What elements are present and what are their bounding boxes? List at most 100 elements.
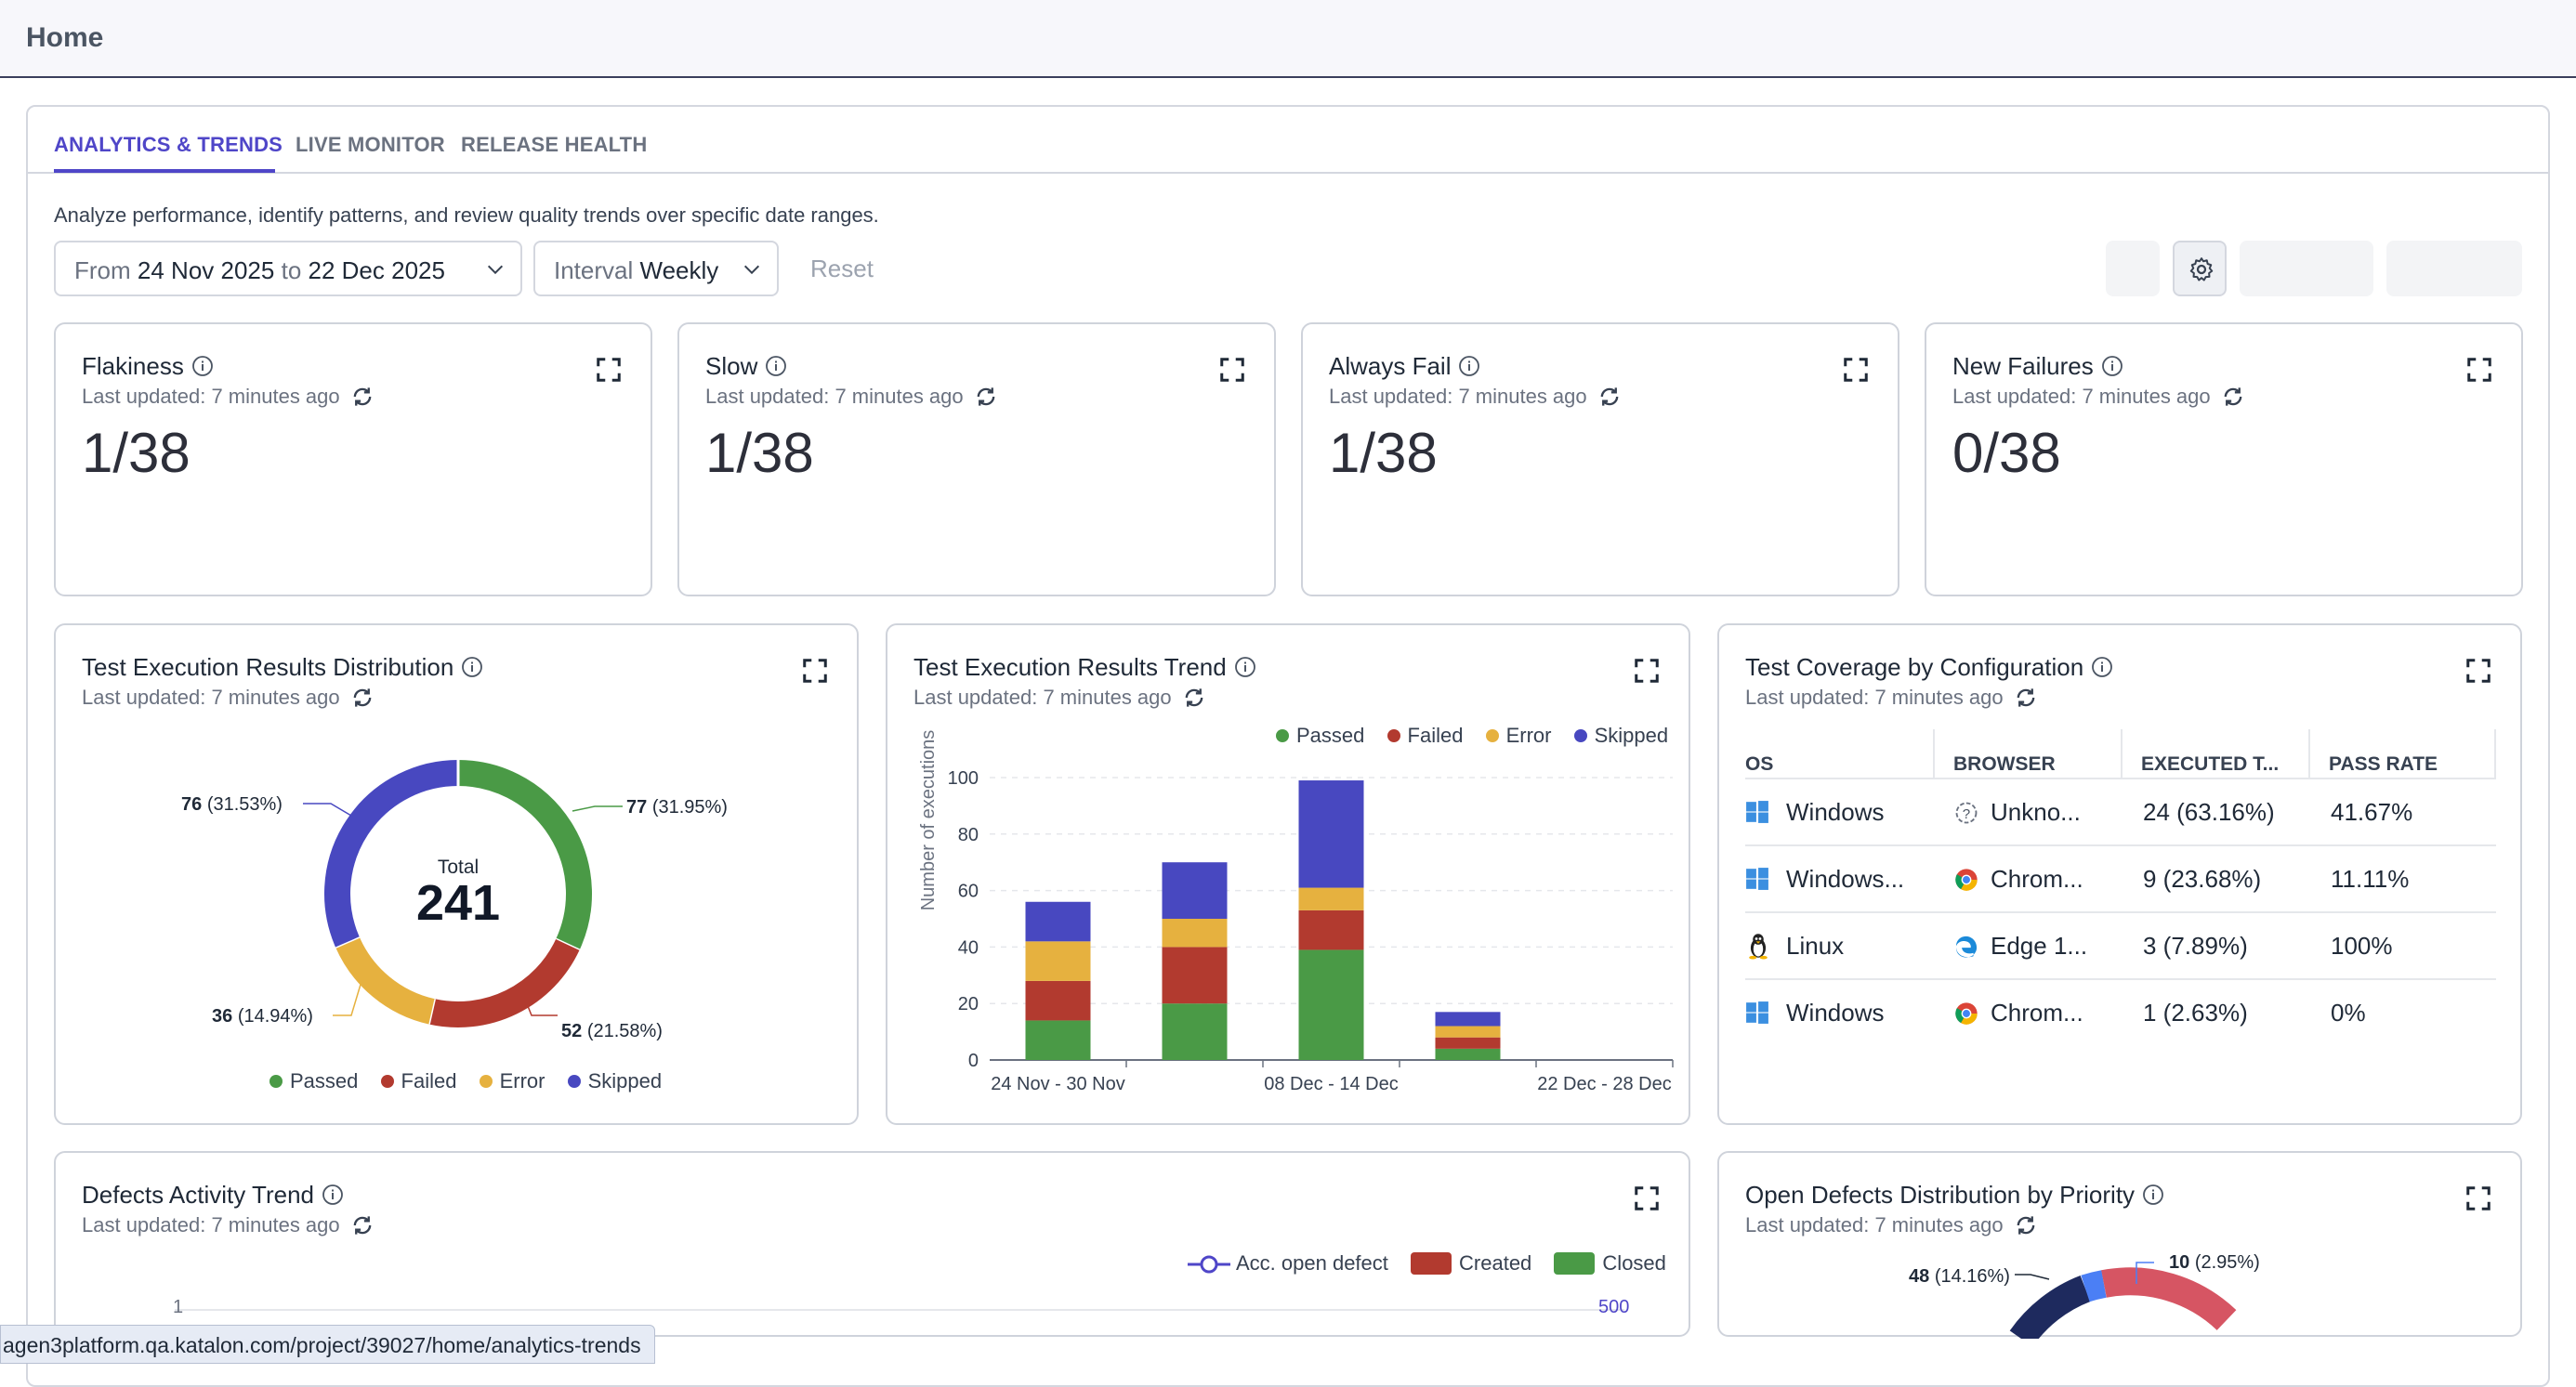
donut-slice[interactable] xyxy=(2009,1276,2091,1339)
bar-segment-passed[interactable] xyxy=(1162,1003,1228,1060)
x-tick-label: 08 Dec - 14 Dec xyxy=(1264,1074,1399,1094)
last-updated: Last updated: 7 minutes ago xyxy=(82,1212,375,1238)
bar-segment-failed[interactable] xyxy=(1162,947,1228,1004)
expand-icon[interactable] xyxy=(801,657,829,685)
donut-slice-skipped[interactable] xyxy=(324,760,459,948)
cell-os: Linux xyxy=(1786,932,1845,960)
bar-segment-failed[interactable] xyxy=(1298,909,1364,950)
settings-button[interactable] xyxy=(2173,241,2227,296)
legend-item-passed[interactable]: Passed xyxy=(1276,724,1364,748)
legend-item-created[interactable]: Created xyxy=(1411,1251,1531,1276)
tab-live-monitor[interactable]: LIVE MONITOR xyxy=(296,133,445,156)
legend-item-failed[interactable]: Failed xyxy=(1387,724,1463,748)
expand-icon[interactable] xyxy=(1633,657,1661,685)
table-row[interactable]: Windows... Chrom... 9 (23.68%) 11.11% xyxy=(1745,844,2496,911)
chevron-down-icon xyxy=(487,265,504,275)
label-leader-line xyxy=(2015,1274,2050,1280)
toolbar-button-placeholder[interactable] xyxy=(2240,241,2373,296)
priority-card: Open Defects Distribution by Priority La… xyxy=(1717,1151,2522,1339)
refresh-icon[interactable] xyxy=(2013,685,2039,711)
tab-release-health[interactable]: RELEASE HEALTH xyxy=(461,133,648,156)
cell-pass-rate: 0% xyxy=(2331,999,2366,1027)
refresh-icon[interactable] xyxy=(349,384,375,410)
legend-item-error[interactable]: Error xyxy=(1485,724,1551,748)
bar-segment-skipped[interactable] xyxy=(1298,780,1364,888)
info-icon[interactable] xyxy=(191,355,214,377)
table-row[interactable]: Linux Edge 1... 3 (7.89%) 100% xyxy=(1745,911,2496,978)
y-tick-label: 40 xyxy=(958,937,979,958)
expand-icon[interactable] xyxy=(1633,1184,1661,1212)
column-header-executed[interactable]: EXECUTED T... xyxy=(2141,753,2280,775)
label-leader-line xyxy=(303,803,352,817)
refresh-icon[interactable] xyxy=(349,685,375,711)
legend-item-closed[interactable]: Closed xyxy=(1554,1251,1666,1276)
bar-segment-passed[interactable] xyxy=(1435,1048,1501,1060)
bar-segment-error[interactable] xyxy=(1435,1026,1501,1038)
expand-icon[interactable] xyxy=(1218,356,1246,384)
toolbar-button-placeholder[interactable] xyxy=(2386,241,2522,296)
refresh-icon[interactable] xyxy=(2220,384,2246,410)
bar-segment-skipped[interactable] xyxy=(1025,901,1091,942)
column-header-os[interactable]: OS xyxy=(1745,753,1774,775)
table-row[interactable]: Windows Chrom... 1 (2.63%) 0% xyxy=(1745,978,2496,1045)
info-icon[interactable] xyxy=(765,355,787,377)
info-icon[interactable] xyxy=(1458,355,1480,377)
column-divider xyxy=(2121,729,2123,778)
info-icon[interactable] xyxy=(461,656,483,678)
expand-icon[interactable] xyxy=(2464,657,2492,685)
legend-dot xyxy=(567,1075,581,1088)
card-title: Open Defects Distribution by Priority xyxy=(1745,1181,2164,1210)
refresh-icon[interactable] xyxy=(349,1212,375,1238)
interval-select[interactable]: Interval Weekly xyxy=(533,241,779,296)
expand-icon[interactable] xyxy=(2464,1184,2492,1212)
info-icon[interactable] xyxy=(2101,355,2123,377)
bar-segment-skipped[interactable] xyxy=(1162,862,1228,919)
refresh-icon[interactable] xyxy=(1597,384,1623,410)
refresh-icon[interactable] xyxy=(1181,685,1207,711)
tab-analytics-trends[interactable]: ANALYTICS & TRENDS xyxy=(54,133,283,156)
donut-slice[interactable] xyxy=(2081,1270,2107,1302)
donut-slice-failed[interactable] xyxy=(428,938,580,1027)
bar-segment-error[interactable] xyxy=(1298,887,1364,910)
refresh-icon[interactable] xyxy=(2013,1212,2039,1238)
info-icon[interactable] xyxy=(2142,1184,2164,1206)
column-divider xyxy=(2308,729,2310,778)
info-icon[interactable] xyxy=(1234,656,1256,678)
expand-icon[interactable] xyxy=(1842,356,1870,384)
donut-slice-error[interactable] xyxy=(335,936,435,1025)
bar-segment-error[interactable] xyxy=(1162,919,1228,948)
trend-bar-chart: Number of executions 0 20 40 60 80 100 24 Nov … xyxy=(918,730,1674,1094)
legend-item-skipped[interactable]: Skipped xyxy=(567,1069,662,1093)
expand-icon[interactable] xyxy=(595,356,623,384)
legend-label: Error xyxy=(499,1069,545,1093)
legend-item-passed[interactable]: Passed xyxy=(269,1069,358,1093)
bar-segment-failed[interactable] xyxy=(1435,1037,1501,1049)
bar-segment-passed[interactable] xyxy=(1025,1020,1091,1060)
bar-segment-passed[interactable] xyxy=(1298,949,1364,1060)
bar-segment-failed[interactable] xyxy=(1025,980,1091,1021)
date-range-picker[interactable]: From 24 Nov 2025 to 22 Dec 2025 xyxy=(54,241,522,296)
column-header-pass-rate[interactable]: PASS RATE xyxy=(2329,753,2438,775)
bar-segment-skipped[interactable] xyxy=(1435,1012,1501,1027)
legend-item-acc-open-defect[interactable]: Acc. open defect xyxy=(1188,1251,1388,1276)
label-leader-line xyxy=(333,977,363,1016)
legend-item-error[interactable]: Error xyxy=(479,1069,545,1093)
table-row[interactable]: Windows ? Unkno... 24 (63.16%) 41.67% xyxy=(1745,778,2496,844)
column-header-browser[interactable]: BROWSER xyxy=(1953,753,2056,775)
info-icon[interactable] xyxy=(2091,656,2113,678)
trend-legend: Passed Failed Error Skipped xyxy=(1276,724,1668,748)
status-bar-url: agen3platform.qa.katalon.com/project/390… xyxy=(0,1325,655,1364)
donut-slice-passed[interactable] xyxy=(457,760,592,950)
legend-item-failed[interactable]: Failed xyxy=(380,1069,456,1093)
donut-slice[interactable] xyxy=(2101,1267,2237,1331)
info-icon[interactable] xyxy=(322,1184,344,1206)
reset-button[interactable]: Reset xyxy=(810,255,874,282)
expand-icon[interactable] xyxy=(2465,356,2493,384)
toolbar-button-placeholder[interactable] xyxy=(2106,241,2160,296)
linux-icon xyxy=(1749,934,1768,960)
donut-total-label: Total xyxy=(438,857,479,878)
refresh-icon[interactable] xyxy=(973,384,999,410)
gridline xyxy=(175,1309,1624,1311)
bar-segment-error[interactable] xyxy=(1025,941,1091,981)
legend-item-skipped[interactable]: Skipped xyxy=(1573,724,1668,748)
